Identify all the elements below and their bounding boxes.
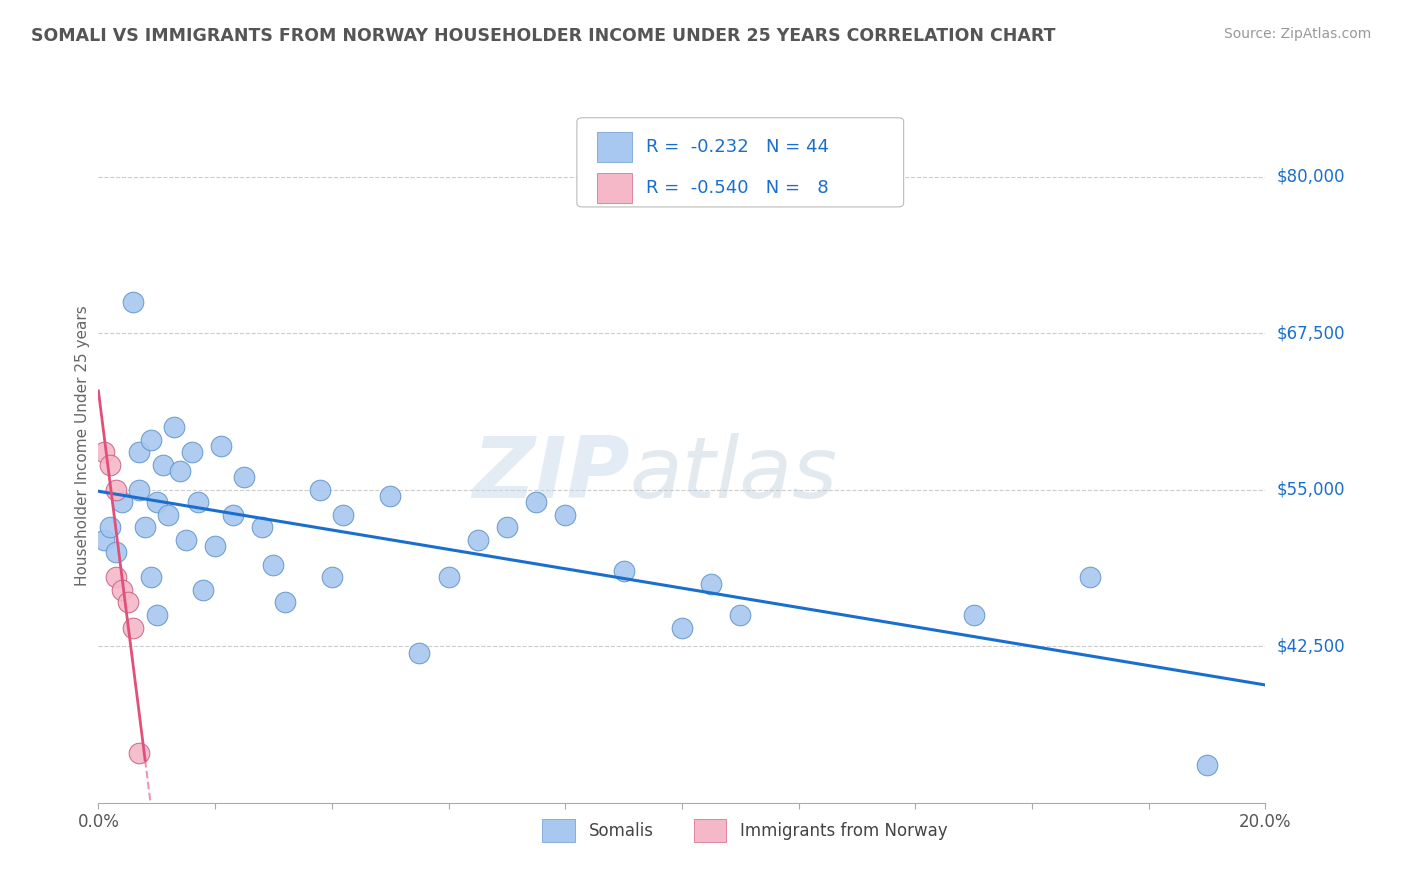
FancyBboxPatch shape	[693, 819, 727, 842]
Point	[180, 445, 202, 459]
Point	[262, 558, 284, 572]
Y-axis label: Householder Income Under 25 years: Householder Income Under 25 years	[75, 306, 90, 586]
Point	[128, 746, 150, 760]
Point	[146, 607, 169, 622]
Point	[1080, 570, 1102, 584]
Point	[187, 495, 209, 509]
Point	[122, 295, 145, 310]
Text: Immigrants from Norway: Immigrants from Norway	[741, 822, 948, 839]
Point	[193, 582, 215, 597]
Point	[152, 458, 174, 472]
Point	[437, 570, 460, 584]
Point	[233, 470, 256, 484]
Text: $42,500: $42,500	[1277, 637, 1346, 656]
Text: $55,000: $55,000	[1277, 481, 1346, 499]
Point	[309, 483, 332, 497]
Point	[174, 533, 197, 547]
Point	[111, 495, 134, 509]
Point	[524, 495, 547, 509]
Point	[380, 489, 402, 503]
Point	[221, 508, 243, 522]
FancyBboxPatch shape	[596, 132, 631, 162]
Point	[467, 533, 489, 547]
Point	[93, 445, 115, 459]
Point	[139, 433, 162, 447]
FancyBboxPatch shape	[576, 118, 904, 207]
Point	[1195, 758, 1218, 772]
Point	[496, 520, 519, 534]
Point	[104, 545, 127, 559]
Text: $67,500: $67,500	[1277, 325, 1346, 343]
Point	[554, 508, 576, 522]
Text: $80,000: $80,000	[1277, 168, 1346, 186]
Point	[321, 570, 343, 584]
Point	[117, 595, 139, 609]
Point	[122, 621, 145, 635]
Point	[146, 495, 169, 509]
Text: ZIP: ZIP	[472, 433, 630, 516]
Point	[671, 621, 693, 635]
Text: SOMALI VS IMMIGRANTS FROM NORWAY HOUSEHOLDER INCOME UNDER 25 YEARS CORRELATION C: SOMALI VS IMMIGRANTS FROM NORWAY HOUSEHO…	[31, 27, 1056, 45]
Point	[104, 483, 127, 497]
Point	[111, 582, 134, 597]
Point	[332, 508, 354, 522]
Point	[408, 646, 430, 660]
Point	[104, 570, 127, 584]
Point	[163, 420, 186, 434]
Point	[157, 508, 180, 522]
Point	[730, 607, 752, 622]
Point	[98, 520, 121, 534]
Text: R =  -0.540   N =   8: R = -0.540 N = 8	[645, 179, 828, 197]
Point	[128, 483, 150, 497]
Point	[962, 607, 984, 622]
Point	[169, 464, 191, 478]
Point	[93, 533, 115, 547]
Point	[612, 564, 634, 578]
FancyBboxPatch shape	[541, 819, 575, 842]
Point	[128, 445, 150, 459]
Point	[204, 539, 226, 553]
Text: Source: ZipAtlas.com: Source: ZipAtlas.com	[1223, 27, 1371, 41]
Point	[134, 520, 156, 534]
Text: R =  -0.232   N = 44: R = -0.232 N = 44	[645, 138, 828, 156]
Point	[274, 595, 297, 609]
Point	[209, 439, 232, 453]
Text: atlas: atlas	[630, 433, 838, 516]
Point	[250, 520, 273, 534]
Point	[98, 458, 121, 472]
Point	[700, 576, 723, 591]
Text: Somalis: Somalis	[589, 822, 654, 839]
Point	[139, 570, 162, 584]
FancyBboxPatch shape	[596, 173, 631, 203]
